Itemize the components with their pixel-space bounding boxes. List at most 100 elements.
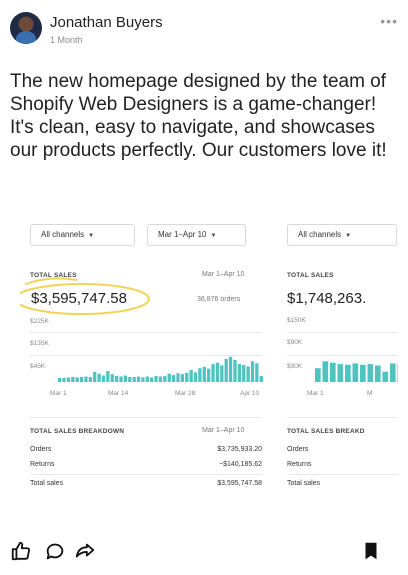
row-value: $3,735,933.20	[217, 446, 262, 453]
chart-bar	[390, 363, 396, 382]
row-label: Returns	[287, 461, 312, 468]
x-tick: Mar 1	[307, 390, 324, 397]
chart-bar	[189, 370, 193, 382]
chart-bar	[88, 376, 92, 382]
chart-bar	[141, 377, 145, 382]
chart-bar	[233, 359, 237, 382]
row-label: Orders	[287, 446, 309, 453]
chart-bar	[119, 376, 123, 382]
chart-bar	[330, 362, 336, 382]
row-label: Total sales	[30, 480, 64, 487]
chart-bar	[158, 376, 163, 382]
chart-bar	[322, 361, 329, 382]
x-tick: Mar 14	[108, 390, 129, 397]
chart-bar	[382, 371, 389, 382]
chart-bar	[228, 356, 233, 382]
post-image[interactable]: All channels ▼ Mar 1–Apr 10 ▼ TOTAL SALES …	[10, 214, 398, 504]
author-name[interactable]: Jonathan Buyers	[50, 14, 163, 31]
sales-bar-chart	[58, 356, 263, 382]
chart-bar	[242, 365, 246, 382]
chart-bar	[198, 368, 202, 382]
y-tick: $225K	[30, 318, 49, 325]
chart-bar	[367, 364, 374, 382]
chart-bar	[106, 370, 110, 382]
chart-bar	[255, 363, 259, 382]
chart-bar	[136, 376, 141, 382]
avatar[interactable]	[10, 12, 42, 44]
chart-bar	[397, 364, 398, 382]
chart-bar	[150, 377, 154, 382]
thumbs-up-icon[interactable]	[10, 540, 32, 562]
highlight-ellipse	[20, 277, 150, 315]
chart-bar	[337, 364, 344, 382]
x-tick: Apr 10	[240, 390, 260, 397]
chart-bar	[154, 376, 158, 382]
chart-bar	[84, 376, 88, 382]
chart-bar	[180, 374, 185, 382]
chart-bar	[93, 371, 97, 382]
row-value: $3,595,747.58	[217, 480, 262, 487]
chart-bar	[114, 376, 119, 382]
date-range: Mar 1–Apr 10	[202, 271, 245, 278]
chart-bar	[71, 376, 75, 382]
chevron-down-icon: ▼	[345, 233, 352, 239]
chart-bar	[207, 368, 211, 382]
chart-bar	[58, 377, 62, 382]
total-sales-value: $1,748,263.	[287, 290, 367, 307]
y-tick: $90K	[287, 339, 303, 346]
chart-bar	[250, 361, 255, 382]
gridline	[30, 332, 262, 333]
total-sales-label: TOTAL SALES	[287, 272, 334, 279]
gridline	[30, 355, 262, 356]
comment-icon[interactable]	[44, 540, 66, 562]
divider	[287, 417, 398, 418]
chart-bar	[211, 364, 215, 382]
chart-bar	[259, 376, 263, 382]
chart-bar	[171, 375, 176, 382]
date-select: Mar 1–Apr 10 ▼	[147, 224, 246, 246]
chevron-down-icon: ▼	[210, 233, 217, 239]
chart-bar	[97, 373, 101, 382]
orders-count: 36,876 orders	[197, 296, 241, 303]
chart-bar	[167, 373, 171, 382]
post-header: Jonathan Buyers 1 Month •••	[10, 10, 398, 46]
chart-bar	[375, 365, 381, 382]
gridline	[287, 355, 398, 356]
row-value: −$140,185.62	[218, 461, 262, 468]
channel-select: All channels ▼	[30, 224, 135, 246]
share-icon[interactable]	[74, 540, 96, 562]
chart-bar	[163, 376, 167, 382]
channel-select: All channels ▼	[287, 224, 397, 246]
chart-bar	[193, 372, 198, 382]
chart-bar	[145, 376, 149, 382]
chart-bar	[220, 365, 224, 382]
chevron-down-icon: ▼	[88, 233, 95, 239]
chart-bar	[128, 376, 132, 382]
breakdown-label: TOTAL SALES BREAKD	[287, 428, 365, 435]
y-tick: $150K	[287, 317, 306, 324]
chart-bar	[75, 377, 79, 382]
chart-bar	[237, 364, 241, 382]
chart-bar	[110, 374, 114, 382]
chart-bar	[352, 363, 359, 382]
chart-bar	[66, 377, 71, 382]
row-label: Orders	[30, 446, 52, 453]
more-icon[interactable]: •••	[380, 13, 398, 29]
chart-bar	[202, 366, 206, 382]
divider	[30, 417, 262, 418]
breakdown-range: Mar 1–Apr 10	[202, 427, 245, 434]
divider	[287, 474, 398, 475]
chart-bar	[132, 376, 136, 382]
gridline	[287, 332, 398, 333]
chart-bar	[315, 368, 321, 382]
chart-bar	[79, 376, 84, 382]
row-label: Returns	[30, 461, 55, 468]
sales-bar-chart	[315, 361, 398, 382]
chart-bar	[215, 362, 220, 382]
chart-bar	[185, 372, 189, 382]
post-text: The new homepage designed by the team of…	[10, 71, 387, 161]
total-sales-label: TOTAL SALES	[30, 272, 77, 279]
chart-bar	[123, 375, 128, 382]
y-tick: $135K	[30, 340, 49, 347]
bookmark-icon[interactable]	[360, 540, 382, 562]
